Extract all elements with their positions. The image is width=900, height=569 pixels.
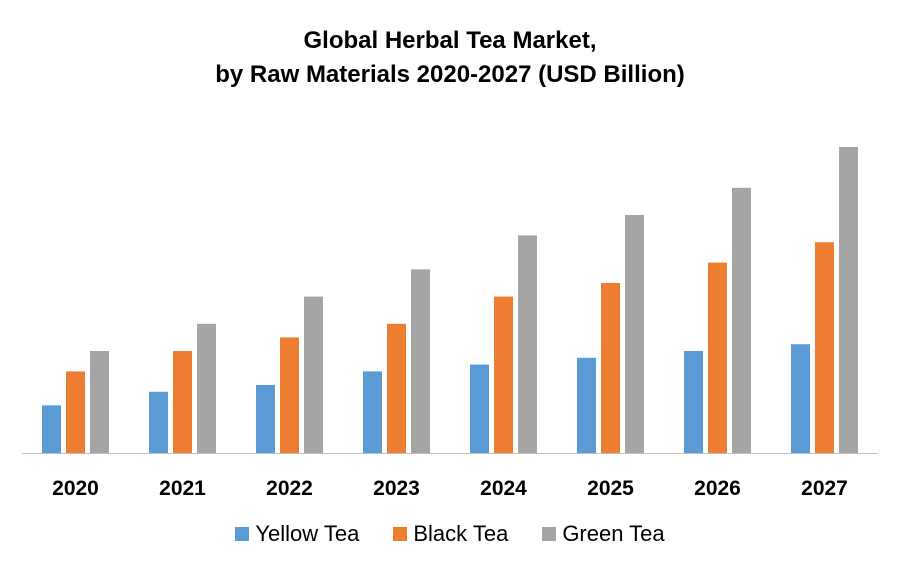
bar-yellow-tea-2023 — [363, 371, 382, 453]
legend-swatch-yellow-tea — [235, 527, 250, 541]
legend-label-green-tea: Green Tea — [562, 521, 665, 546]
bar-black-tea-2020 — [66, 371, 85, 453]
x-tick-label-2026: 2026 — [694, 477, 741, 500]
bar-green-tea-2027 — [839, 147, 858, 453]
chart-title-line2: by Raw Materials 2020-2027 (USD Billion) — [215, 61, 685, 88]
bar-yellow-tea-2021 — [149, 391, 168, 453]
legend-item-green-tea: Green Tea — [542, 521, 665, 547]
chart-title-line1: Global Herbal Tea Market, — [303, 27, 597, 54]
legend-swatch-green-tea — [542, 527, 557, 541]
bar-black-tea-2026 — [708, 262, 727, 453]
bars-layer — [42, 147, 858, 454]
x-tick-label-2027: 2027 — [801, 477, 848, 500]
bar-green-tea-2022 — [304, 296, 323, 453]
legend: Yellow Tea Black Tea Green Tea — [0, 521, 900, 547]
x-tick-label-2025: 2025 — [587, 477, 634, 500]
bar-yellow-tea-2024 — [470, 364, 489, 453]
bar-green-tea-2020 — [90, 351, 109, 453]
bar-black-tea-2022 — [280, 337, 299, 453]
bar-black-tea-2025 — [601, 283, 620, 453]
bar-yellow-tea-2022 — [256, 385, 275, 453]
bar-yellow-tea-2025 — [577, 357, 596, 453]
bar-green-tea-2024 — [518, 235, 537, 453]
bar-green-tea-2021 — [197, 323, 216, 453]
x-tick-label-2022: 2022 — [266, 477, 313, 500]
legend-swatch-black-tea — [393, 527, 408, 541]
x-tick-label-2021: 2021 — [159, 477, 206, 500]
bar-green-tea-2023 — [411, 269, 430, 453]
bar-green-tea-2026 — [732, 187, 751, 454]
x-tick-label-2024: 2024 — [480, 477, 527, 500]
x-tick-label-2023: 2023 — [373, 477, 420, 500]
x-tick-label-2020: 2020 — [52, 477, 99, 500]
bar-black-tea-2024 — [494, 296, 513, 453]
bar-yellow-tea-2020 — [42, 405, 61, 453]
bar-black-tea-2021 — [173, 351, 192, 453]
bar-yellow-tea-2026 — [684, 351, 703, 453]
legend-label-black-tea: Black Tea — [413, 521, 509, 546]
bar-black-tea-2027 — [815, 242, 834, 453]
legend-label-yellow-tea: Yellow Tea — [255, 521, 360, 546]
bar-yellow-tea-2027 — [791, 344, 810, 453]
x-tick-labels: 2020 2021 2022 2023 2024 2025 2026 2027 — [52, 477, 848, 500]
legend-item-black-tea: Black Tea — [393, 521, 508, 547]
bar-black-tea-2023 — [387, 323, 406, 453]
legend-item-yellow-tea: Yellow Tea — [235, 521, 359, 547]
chart-title: Global Herbal Tea Market, by Raw Materia… — [0, 24, 900, 92]
bar-green-tea-2025 — [625, 215, 644, 453]
